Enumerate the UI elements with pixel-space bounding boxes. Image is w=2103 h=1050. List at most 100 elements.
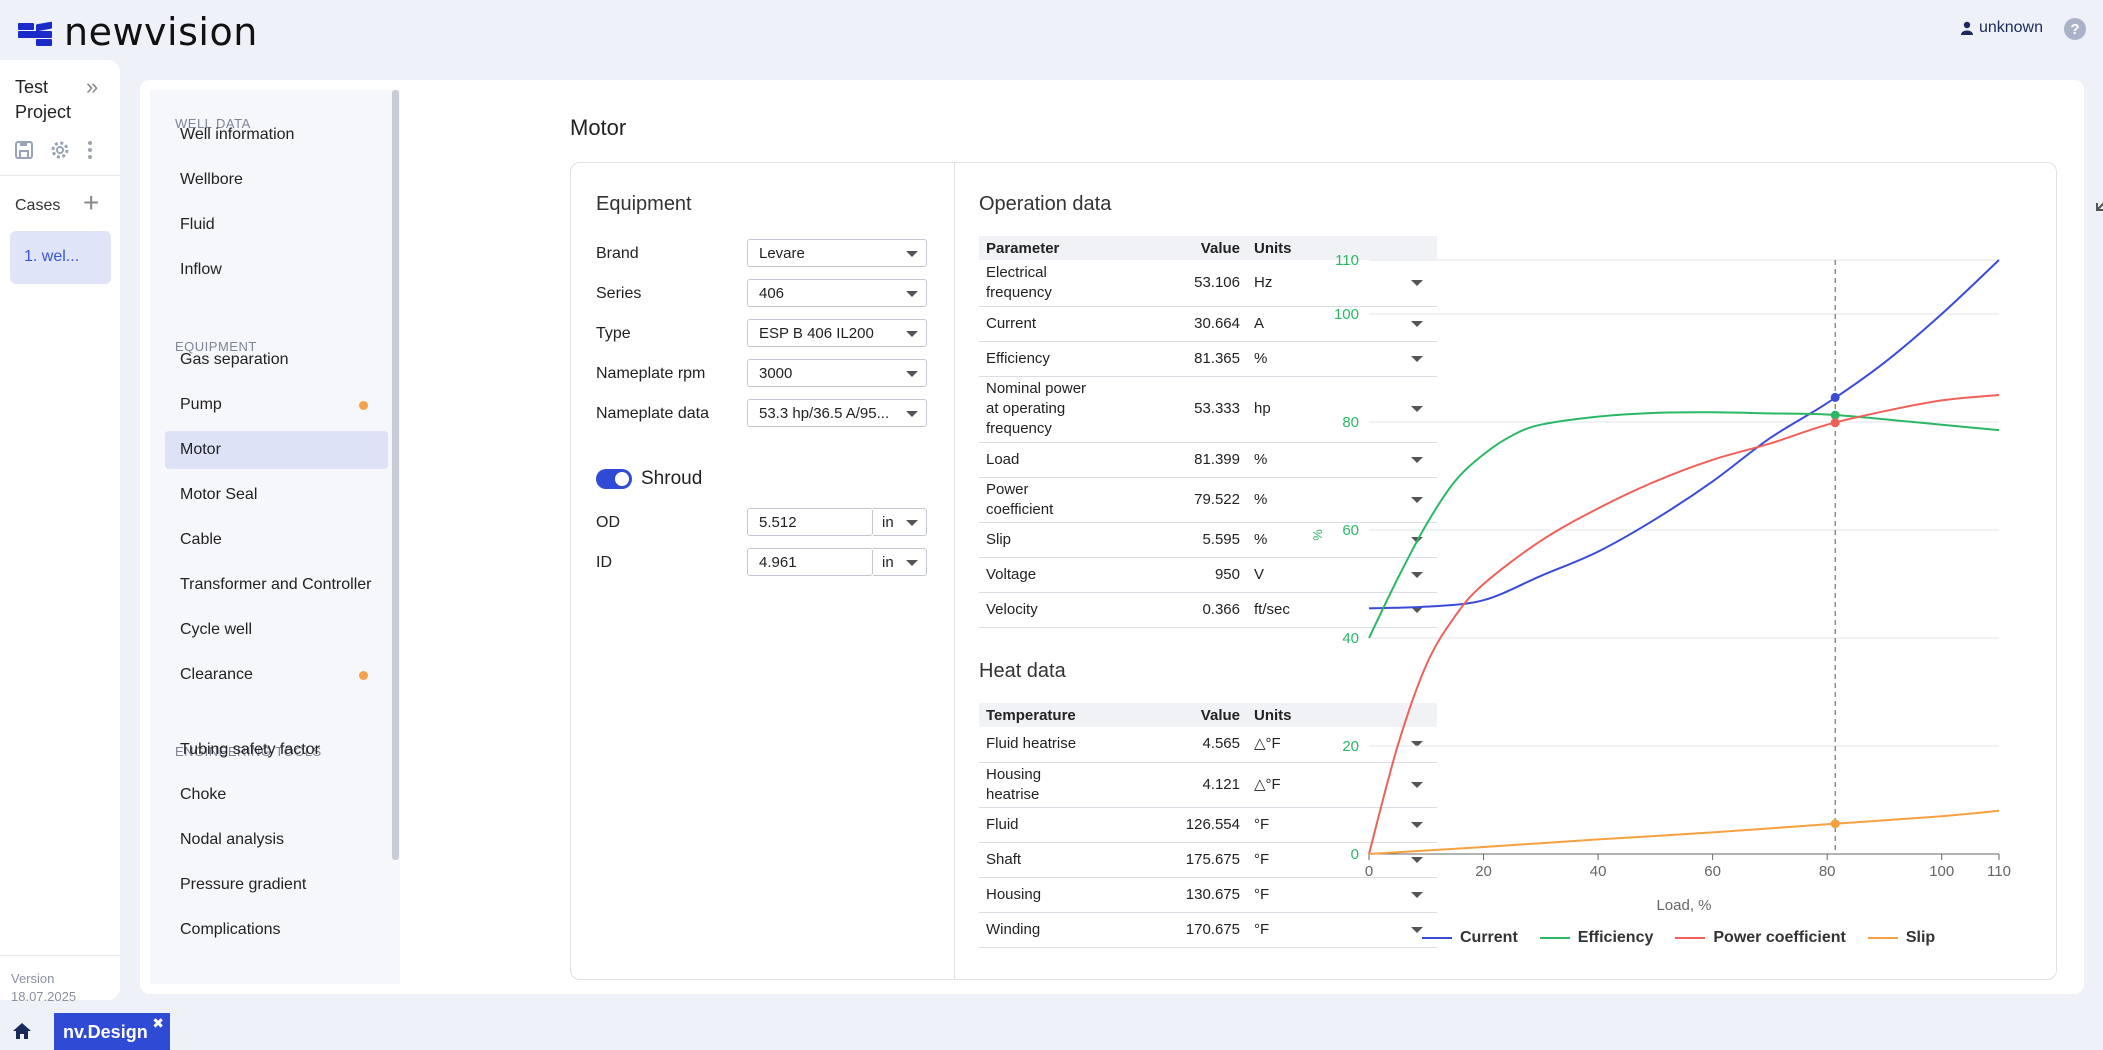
- unit-select[interactable]: %: [1247, 477, 1437, 523]
- table-row: Load 81.399%: [979, 442, 1437, 478]
- sidebar-item-pressure-gradient[interactable]: Pressure gradient: [165, 866, 388, 904]
- od-unit-select[interactable]: in: [873, 508, 927, 536]
- table-row: Shaft 175.675 °F: [979, 842, 1437, 878]
- value-cell: 5.595: [1101, 522, 1247, 558]
- save-icon[interactable]: [14, 140, 34, 160]
- expand-icon[interactable]: [2094, 191, 2103, 219]
- sidebar-item-pump[interactable]: Pump: [165, 386, 388, 424]
- sidebar-item-tubing-safety-factor[interactable]: Tubing safety factor: [165, 731, 388, 769]
- unit-select[interactable]: ft/sec: [1247, 592, 1437, 628]
- type-select[interactable]: ESP B 406 IL200: [747, 319, 927, 347]
- value-cell: 126.554: [1101, 807, 1247, 843]
- chevron-down-icon: [1411, 781, 1423, 788]
- user-name: unknown: [1978, 19, 2043, 36]
- legend-item[interactable]: Power coefficient: [1675, 929, 1846, 947]
- sidebar-item-choke[interactable]: Choke: [165, 776, 388, 814]
- chevron-down-icon: [1411, 496, 1423, 503]
- x-tick-label: 20: [1475, 863, 1492, 880]
- home-icon[interactable]: [12, 1022, 32, 1045]
- sidebar-item-label: Wellbore: [180, 171, 243, 188]
- marker-point: [1830, 410, 1840, 420]
- heat-title: Heat data: [979, 660, 1066, 682]
- x-tick-label: 60: [1704, 863, 1721, 880]
- nav-scrollbar[interactable]: [392, 90, 399, 860]
- logo[interactable]: newvision: [18, 10, 258, 54]
- sidebar-item-complications[interactable]: Complications: [165, 911, 388, 949]
- sidebar-item-transformer-and-controller[interactable]: Transformer and Controller: [165, 566, 388, 604]
- table-row: Velocity 0.366 ft/sec: [979, 592, 1437, 628]
- unit-select[interactable]: hp: [1247, 376, 1437, 443]
- case-item[interactable]: 1. wel...: [10, 231, 111, 284]
- operation-title: Operation data: [979, 193, 1112, 215]
- help-icon[interactable]: ?: [2064, 18, 2086, 40]
- table-row: Slip 5.595%: [979, 522, 1437, 558]
- field-label: Nameplate rpm: [596, 365, 706, 382]
- unit-select[interactable]: A: [1247, 306, 1437, 342]
- sidebar-item-motor-seal[interactable]: Motor Seal: [165, 476, 388, 514]
- value-cell: 175.675: [1101, 842, 1247, 878]
- sidebar-item-nodal-analysis[interactable]: Nodal analysis: [165, 821, 388, 859]
- param-cell: Power coefficient: [979, 477, 1101, 523]
- user-menu[interactable]: unknown: [1960, 19, 2043, 37]
- sidebar-item-gas-separation[interactable]: Gas separation: [165, 341, 388, 379]
- project-actions: [14, 140, 94, 160]
- chevron-down-icon: [1411, 856, 1423, 863]
- collapse-double-chevron-icon[interactable]: »: [86, 74, 99, 99]
- unit-select[interactable]: %: [1247, 442, 1437, 478]
- brand-select[interactable]: Levare: [747, 239, 927, 267]
- series-select[interactable]: 406: [747, 279, 927, 307]
- id-unit-select[interactable]: in: [873, 548, 927, 576]
- sidebar-item-label: Motor: [180, 441, 221, 458]
- gear-icon[interactable]: [50, 140, 70, 160]
- unit-select[interactable]: △°F: [1247, 762, 1437, 808]
- unit-select[interactable]: °F: [1247, 912, 1437, 948]
- nameplate-rpm-select[interactable]: 3000: [747, 359, 927, 387]
- unit-select[interactable]: Hz: [1247, 260, 1437, 307]
- sidebar-item-cycle-well[interactable]: Cycle well: [165, 611, 388, 649]
- sidebar-item-fluid[interactable]: Fluid: [165, 206, 388, 244]
- sidebar-item-inflow[interactable]: Inflow: [165, 251, 388, 289]
- unit-select[interactable]: °F: [1247, 807, 1437, 843]
- shroud-toggle[interactable]: [596, 469, 632, 489]
- value-cell: 53.333: [1101, 376, 1247, 443]
- table-row: Efficiency 81.365%: [979, 341, 1437, 377]
- chart-legend: Current Efficiency Power coefficient Slip: [1422, 929, 1935, 947]
- sidebar-item-label: Nodal analysis: [180, 831, 285, 848]
- y-axis-label: %: [1310, 529, 1325, 541]
- unit-select[interactable]: %: [1247, 341, 1437, 377]
- nav-section-label: WELL DATA: [175, 116, 251, 131]
- od-input[interactable]: 5.512: [747, 508, 873, 536]
- marker-point: [1830, 819, 1840, 829]
- legend-item[interactable]: Efficiency: [1539, 929, 1653, 947]
- equipment-title: Equipment: [596, 193, 692, 215]
- legend-label: Slip: [1905, 929, 1936, 946]
- legend-swatch: [1422, 937, 1452, 939]
- close-icon[interactable]: ✖: [152, 1015, 164, 1031]
- field-label: Type: [596, 325, 631, 342]
- param-cell: Velocity: [979, 592, 1101, 628]
- column-header: Parameter: [979, 236, 1101, 260]
- add-case-icon[interactable]: +: [83, 187, 100, 218]
- value-cell: 53.106: [1101, 260, 1247, 307]
- sidebar-item-cable[interactable]: Cable: [165, 521, 388, 559]
- id-input[interactable]: 4.961: [747, 548, 873, 576]
- x-tick-label: 40: [1590, 863, 1607, 880]
- unit-select[interactable]: °F: [1247, 877, 1437, 913]
- unit-select[interactable]: %: [1247, 522, 1437, 558]
- legend-item[interactable]: Current: [1422, 929, 1518, 947]
- unit-select[interactable]: △°F: [1247, 727, 1437, 763]
- more-vertical-icon[interactable]: [86, 140, 94, 160]
- app-tab-nv-design[interactable]: nv.Design ✖: [54, 1013, 170, 1050]
- unit-select[interactable]: °F: [1247, 842, 1437, 878]
- sidebar-item-motor[interactable]: Motor: [165, 431, 388, 469]
- param-cell: Voltage: [979, 557, 1101, 593]
- x-tick-label: 110: [1987, 863, 2011, 880]
- sidebar-item-clearance[interactable]: Clearance: [165, 656, 388, 694]
- nameplate-data-select[interactable]: 53.3 hp/36.5 A/95...: [747, 399, 927, 427]
- x-tick-label: 0: [1365, 863, 1373, 880]
- sidebar-item-wellbore[interactable]: Wellbore: [165, 161, 388, 199]
- sidebar-item-well-information[interactable]: Well information: [165, 116, 388, 154]
- table-row: Fluid 126.554 °F: [979, 807, 1437, 843]
- status-dot: [359, 671, 368, 680]
- legend-item[interactable]: Slip: [1867, 929, 1936, 947]
